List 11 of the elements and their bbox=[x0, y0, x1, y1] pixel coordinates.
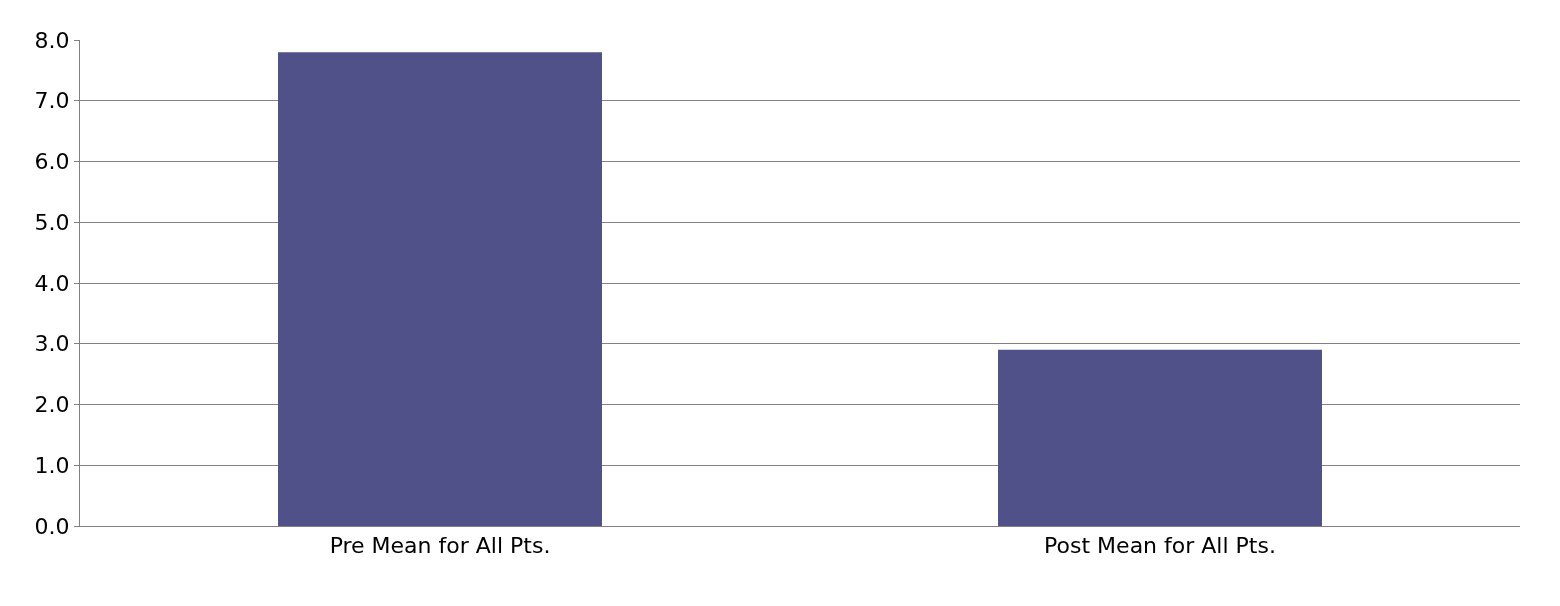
y-tick-label: 4.0 bbox=[34, 270, 70, 296]
y-tick-label: 8.0 bbox=[34, 27, 70, 53]
x-tick-label: Post Mean for All Pts. bbox=[1044, 533, 1276, 559]
y-tick-label: 2.0 bbox=[34, 392, 70, 418]
y-tick-label: 7.0 bbox=[34, 88, 70, 114]
y-tick-label: 0.0 bbox=[34, 513, 70, 539]
y-tick-label: 3.0 bbox=[34, 331, 70, 357]
y-tick-label: 6.0 bbox=[34, 149, 70, 175]
y-tick-label: 1.0 bbox=[34, 452, 70, 478]
y-tick-label: 5.0 bbox=[34, 209, 70, 235]
x-tick-label: Pre Mean for All Pts. bbox=[329, 533, 551, 559]
